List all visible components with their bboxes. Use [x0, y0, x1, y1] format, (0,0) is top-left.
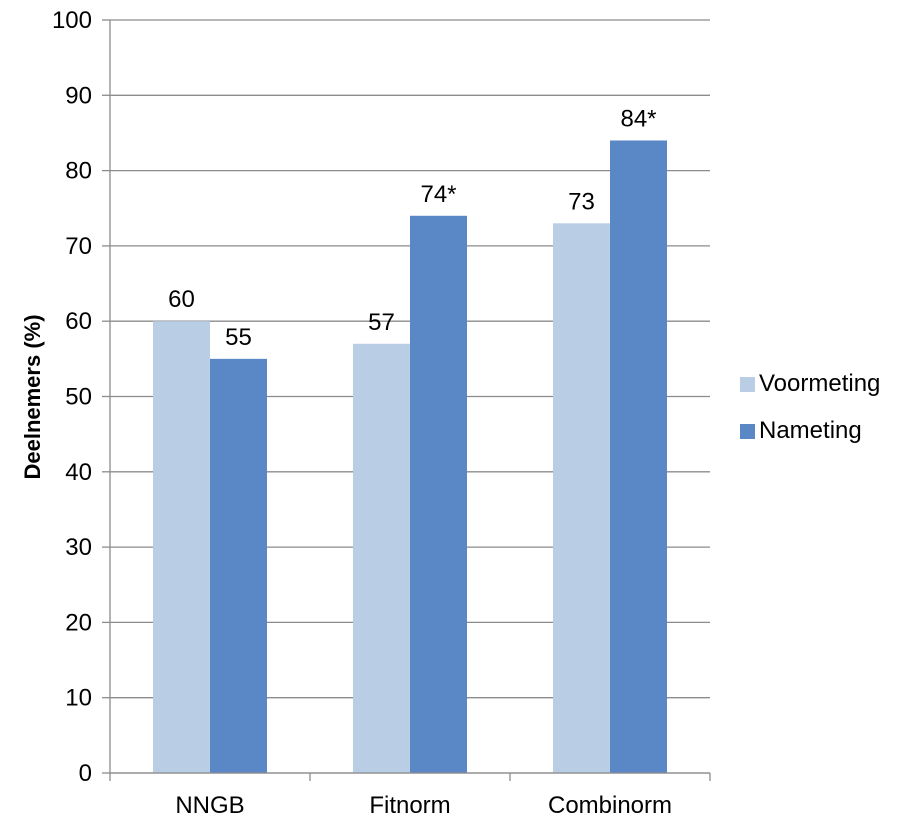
y-tick-label: 0	[79, 760, 92, 787]
data-label: 74*	[420, 181, 456, 208]
bar-nameting-combinorm	[610, 140, 667, 774]
data-label: 73	[568, 188, 595, 215]
y-tick-label: 80	[65, 158, 92, 185]
legend-label: Nameting	[759, 417, 862, 444]
data-label: 84*	[620, 105, 656, 132]
legend-label: Voormeting	[759, 370, 880, 397]
y-tick-label: 40	[65, 459, 92, 486]
bar-nameting-fitnorm	[410, 215, 467, 773]
data-label: 57	[368, 309, 395, 336]
bar-nameting-nngb	[210, 358, 267, 773]
y-tick-label: 70	[65, 233, 92, 260]
y-tick-label: 100	[52, 7, 92, 34]
x-tick-label: NNGB	[175, 792, 244, 819]
x-tick-label: Fitnorm	[369, 792, 450, 819]
y-tick-label: 90	[65, 82, 92, 109]
legend: Voormeting Nameting	[740, 370, 880, 444]
y-tick-label: 50	[65, 384, 92, 411]
bars	[153, 140, 667, 774]
legend-swatch-voormeting	[740, 377, 755, 392]
data-labels: 60 55 57 74* 73 84*	[168, 105, 656, 350]
data-label: 55	[225, 324, 252, 351]
y-tick-label: 10	[65, 685, 92, 712]
x-tick-label: Combinorm	[548, 792, 672, 819]
y-tick-label: 20	[65, 609, 92, 636]
bar-voormeting-nngb	[153, 321, 210, 773]
legend-swatch-nameting	[740, 424, 755, 439]
y-tick-label: 30	[65, 534, 92, 561]
axes: 0 10 20 30 40 50 60 70 80 90 100 NNGB Fitnorm Combino…	[52, 7, 711, 819]
y-axis-title: Deelnemers (%)	[20, 314, 45, 479]
data-label: 60	[168, 286, 195, 313]
y-tick-label: 60	[65, 308, 92, 335]
bar-voormeting-fitnorm	[353, 343, 410, 773]
bar-voormeting-combinorm	[553, 223, 610, 773]
